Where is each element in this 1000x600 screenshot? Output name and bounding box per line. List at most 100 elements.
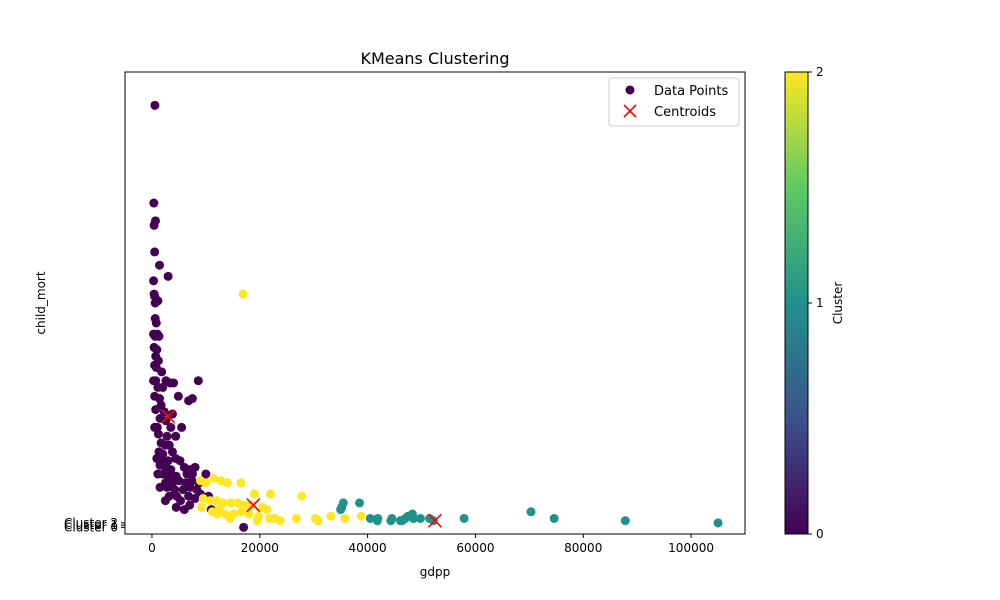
data-point-cluster-0 [155,482,165,492]
data-point-cluster-0 [193,376,203,386]
data-point-cluster-0 [149,276,159,286]
centroid-marker [246,498,261,513]
data-point-cluster-2 [246,500,256,510]
data-point-cluster-0 [167,447,177,457]
legend-label-centroids: Centroids [654,105,716,120]
data-point-cluster-2 [214,505,224,515]
data-point-cluster-0 [151,318,161,328]
data-point-cluster-2 [236,507,246,517]
data-point-cluster-0 [157,367,167,377]
data-point-cluster-2 [262,505,272,515]
data-point-cluster-1 [336,505,346,515]
data-point-cluster-1 [373,513,383,523]
colorbar-tick-label: 0 [816,527,824,541]
data-point-cluster-0 [162,431,172,441]
data-point-cluster-0 [150,216,160,226]
data-point-cluster-2 [236,478,246,488]
data-point-cluster-0 [201,469,211,479]
data-point-cluster-0 [152,422,162,432]
data-point-cluster-0 [158,382,168,392]
data-point-cluster-0 [163,271,173,281]
data-point-cluster-0 [155,260,165,270]
data-point-cluster-0 [166,422,176,432]
colorbar-tick-label: 1 [816,296,824,310]
data-point-cluster-0 [177,422,187,432]
data-point-cluster-2 [266,489,276,499]
data-point-cluster-1 [408,513,418,523]
centroid-marker [427,513,443,528]
centroid-markers [161,409,443,528]
x-tick-label: 80000 [564,541,602,555]
data-point-cluster-0 [239,522,249,532]
data-point-cluster-0 [187,469,197,479]
data-point-cluster-2 [340,513,350,523]
data-point-cluster-0 [150,100,160,110]
data-point-cluster-0 [179,505,189,515]
data-point-cluster-2 [297,491,307,501]
x-tick-label: 100000 [668,541,714,555]
data-point-cluster-1 [526,507,536,517]
data-point-cluster-2 [218,498,228,508]
data-point-cluster-1 [387,513,397,523]
data-point-cluster-2 [244,509,254,519]
x-axis-label: gdpp [420,565,450,579]
data-point-cluster-2 [240,500,250,510]
data-point-cluster-0 [154,331,164,341]
data-point-cluster-2 [226,498,236,508]
data-point-cluster-1 [620,516,630,526]
x-tick-label: 60000 [456,541,494,555]
data-point-cluster-2 [225,513,235,523]
data-point-cluster-1 [549,513,559,523]
data-point-cluster-0 [178,485,188,495]
colorbar [784,71,809,535]
data-point-cluster-0 [149,198,159,208]
data-point-cluster-2 [249,489,259,499]
data-point-cluster-0 [161,416,171,426]
data-point-cluster-0 [164,440,174,450]
data-point-cluster-0 [160,496,170,506]
data-point-cluster-1 [459,513,469,523]
chart-title: KMeans Clustering [360,49,509,68]
data-point-cluster-0 [187,394,197,404]
data-point-cluster-0 [152,345,162,355]
data-point-cluster-0 [151,405,161,415]
data-point-cluster-0 [150,247,160,257]
data-point-cluster-2 [222,478,232,488]
data-point-cluster-2 [291,513,301,523]
data-point-cluster-1 [428,516,438,526]
data-point-cluster-0 [190,493,200,503]
data-point-cluster-2 [198,493,208,503]
data-point-cluster-1 [415,513,425,523]
data-point-cluster-0 [153,429,163,439]
data-point-cluster-0 [171,431,181,441]
y-tick-label: Cluster 0 [64,520,118,534]
legend-centroid-x [623,104,637,118]
colorbar-label: Cluster [831,282,845,325]
data-point-cluster-0 [175,456,185,466]
data-point-cluster-2 [313,516,323,526]
data-point-cluster-2 [197,502,207,512]
data-point-cluster-1 [365,513,375,523]
data-point-cluster-0 [173,391,183,401]
data-point-cluster-0 [167,409,177,419]
y-axis-label: child_mort [34,271,48,334]
data-point-cluster-2 [252,516,262,526]
x-tick-label: 0 [148,541,156,555]
data-point-cluster-2 [238,289,248,299]
centroid-marker [161,409,176,424]
legend: Data Points Centroids [608,77,740,127]
x-tick-label: 20000 [241,541,279,555]
data-point-cluster-2 [275,516,285,526]
colorbar-tick-label: 2 [816,65,824,79]
scatter-points [149,100,723,532]
data-point-cluster-1 [713,518,723,528]
data-point-cluster-0 [162,482,172,492]
data-point-cluster-2 [205,496,215,506]
data-point-cluster-1 [355,498,365,508]
data-point-cluster-2 [326,511,336,521]
data-point-cluster-0 [171,502,181,512]
legend-box [608,77,740,127]
plot-frame [124,71,746,535]
